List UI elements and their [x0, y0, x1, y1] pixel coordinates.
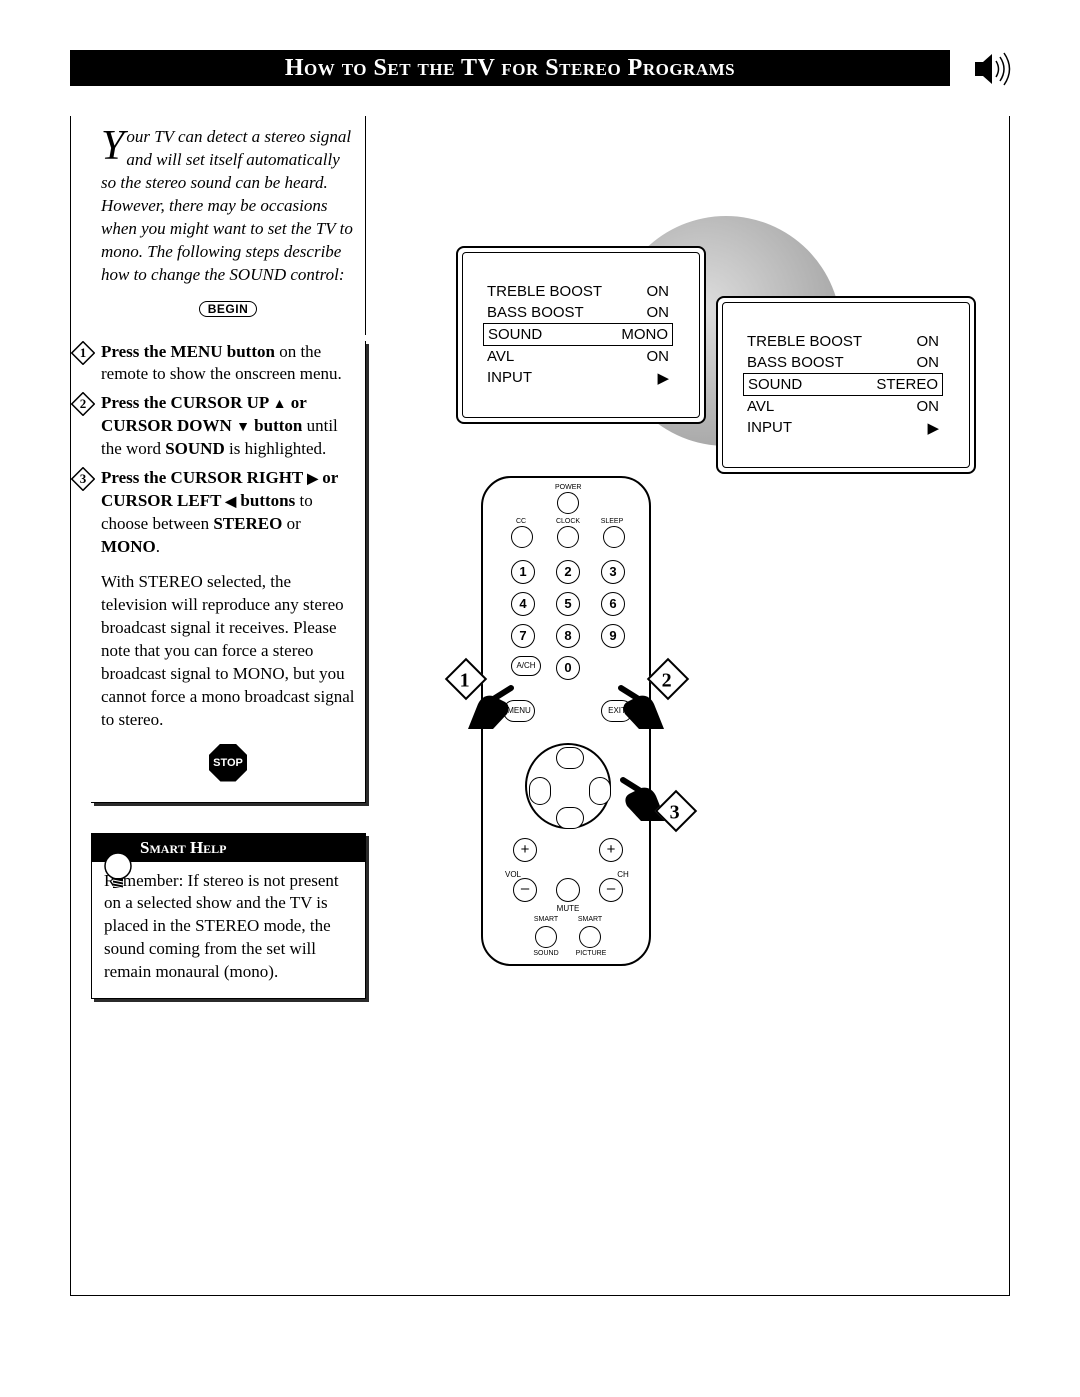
step-note: With STEREO selected, the television wil…	[101, 571, 355, 732]
ach-button: A/CH	[511, 656, 541, 676]
digit-5: 5	[556, 592, 580, 616]
speaker-icon	[970, 48, 1012, 90]
smart-help-box: Smart Help Remember: If stereo is not pr…	[91, 833, 366, 1000]
menu-row-selected: SOUNDSTEREO	[743, 373, 943, 396]
smart-sound-button	[535, 926, 557, 948]
steps-box: 1 Press the MENU button on the remote to…	[91, 341, 366, 803]
step-number-icon: 1	[71, 341, 95, 365]
cc-button	[511, 526, 533, 548]
menu-row: TREBLE BOOSTON	[483, 281, 673, 302]
cursor-right	[589, 777, 611, 805]
callout-2: 2	[647, 658, 689, 700]
page-title: How to Set the TV for Stereo Programs	[285, 55, 735, 82]
cursor-pad	[525, 743, 611, 829]
digit-0: 0	[556, 656, 580, 680]
step-3: 3 Press the CURSOR RIGHT ▶ or CURSOR LEF…	[101, 467, 355, 559]
menu-row-selected: SOUNDMONO	[483, 323, 673, 346]
page: How to Set the TV for Stereo Programs Y …	[0, 0, 1080, 1397]
menu-row: INPUT▶	[483, 367, 673, 389]
digit-8: 8	[556, 624, 580, 648]
vol-down: –	[513, 878, 537, 902]
step-number-icon: 2	[71, 392, 95, 416]
digit-7: 7	[511, 624, 535, 648]
ch-up: +	[599, 838, 623, 862]
power-button	[557, 492, 579, 514]
digit-4: 4	[511, 592, 535, 616]
intro-box: Y our TV can detect a stereo signal and …	[91, 116, 366, 335]
smart-picture-button	[579, 926, 601, 948]
remote-diagram: POWER CC CLOCK SLEEP 1 2 3 4 5 6 7	[481, 476, 691, 966]
lightbulb-icon	[98, 840, 138, 894]
begin-marker: BEGIN	[101, 297, 355, 320]
menu-row: INPUT▶	[743, 417, 943, 439]
clock-button	[557, 526, 579, 548]
step-2: 2 Press the CURSOR UP ▲ or CURSOR DOWN ▼…	[101, 392, 355, 461]
cursor-left	[529, 777, 551, 805]
digit-2: 2	[556, 560, 580, 584]
ch-down: –	[599, 878, 623, 902]
mute-button	[556, 878, 580, 902]
menu-row: AVLON	[483, 346, 673, 367]
cursor-down	[556, 807, 584, 829]
title-bar: How to Set the TV for Stereo Programs	[70, 50, 950, 86]
cursor-up	[556, 747, 584, 769]
menu-row: AVLON	[743, 396, 943, 417]
left-column: Y our TV can detect a stereo signal and …	[91, 116, 366, 999]
tv-screen-mono: TREBLE BOOSTON BASS BOOSTON SOUNDMONO AV…	[456, 246, 706, 424]
smart-help-body: Remember: If stereo is not present on a …	[92, 862, 365, 999]
digit-6: 6	[601, 592, 625, 616]
stop-marker: STOP	[101, 744, 355, 782]
digit-3: 3	[601, 560, 625, 584]
step-1: 1 Press the MENU button on the remote to…	[101, 341, 355, 387]
svg-text:3: 3	[80, 471, 87, 486]
svg-text:1: 1	[80, 345, 87, 360]
step-number-icon: 3	[71, 467, 95, 491]
menu-row: TREBLE BOOSTON	[743, 331, 943, 352]
sleep-button	[603, 526, 625, 548]
step1-bold: Press the MENU button	[101, 342, 275, 361]
content-frame: Y our TV can detect a stereo signal and …	[70, 116, 1010, 1296]
menu-row: BASS BOOSTON	[743, 352, 943, 373]
dropcap: Y	[101, 126, 126, 163]
vol-up: +	[513, 838, 537, 862]
svg-text:2: 2	[80, 396, 87, 411]
digit-1: 1	[511, 560, 535, 584]
tv-screen-stereo: TREBLE BOOSTON BASS BOOSTON SOUNDSTEREO …	[716, 296, 976, 474]
intro-text: our TV can detect a stereo signal and wi…	[101, 127, 353, 284]
menu-row: BASS BOOSTON	[483, 302, 673, 323]
digit-9: 9	[601, 624, 625, 648]
